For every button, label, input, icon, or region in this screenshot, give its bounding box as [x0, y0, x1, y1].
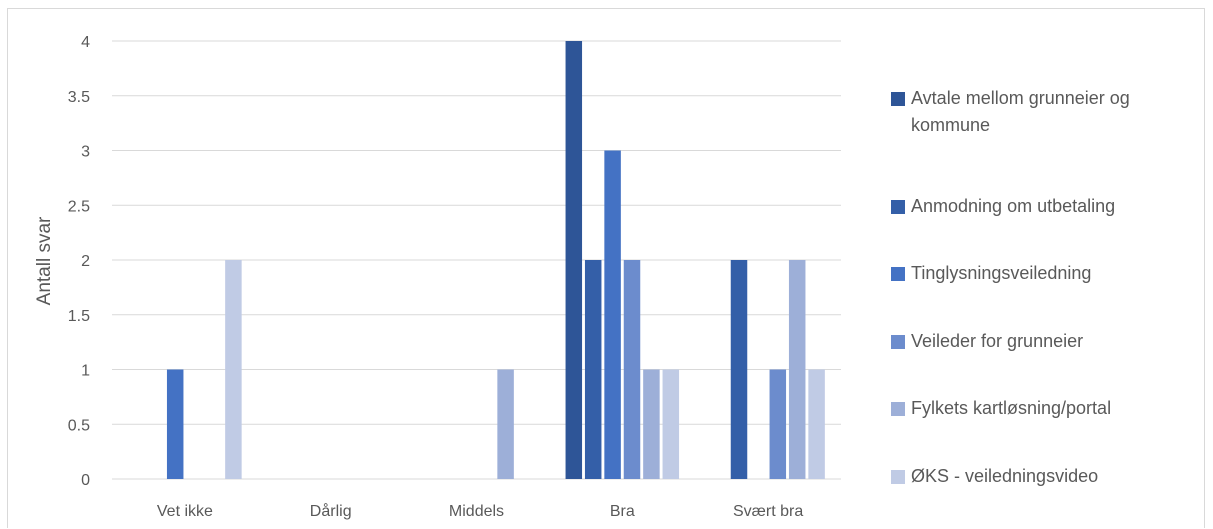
y-axis-ticks: 0 0.5 1 1.5 2 2.5 3 3.5 4: [68, 34, 90, 489]
y-tick-label: 3.5: [68, 89, 90, 106]
bar: [643, 369, 660, 479]
legend-label: Fylkets kartløsning/portal: [911, 398, 1112, 418]
legend-swatch: [891, 200, 905, 214]
bar: [730, 260, 748, 479]
legend-item: Anmodning om utbetaling: [891, 193, 1191, 220]
bar-chart: 0 0.5 1 1.5 2 2.5 3 3.5 4 Vet ikke Dårlig Middels B…: [34, 34, 841, 520]
x-tick-label: Svært bra: [733, 503, 803, 520]
y-tick-label: 2.5: [68, 198, 90, 215]
y-tick-label: 1: [81, 363, 90, 380]
bars: [166, 41, 825, 479]
legend-label: ØKS - veiledningsvideo: [911, 466, 1099, 486]
legend-swatch: [891, 470, 905, 484]
legend-label: Tinglysningsveiledning: [911, 263, 1092, 283]
bar: [225, 260, 242, 479]
legend-swatch: [891, 92, 905, 106]
bar: [166, 369, 184, 479]
x-tick-label: Bra: [610, 503, 635, 520]
y-tick-label: 0: [81, 472, 90, 489]
legend-item: Avtale mellom grunneier og kommune: [891, 85, 1191, 139]
bar: [662, 369, 680, 479]
legend-swatch: [891, 335, 905, 349]
legend-swatch: [891, 267, 905, 281]
legend-item: Fylkets kartløsning/portal: [891, 395, 1191, 422]
bar: [604, 150, 621, 479]
bar: [788, 260, 806, 479]
legend-item: Veileder for grunneier: [891, 328, 1191, 355]
bar: [584, 260, 602, 479]
bar: [565, 41, 583, 479]
legend-label: Anmodning om utbetaling: [911, 196, 1116, 216]
legend: Avtale mellom grunneier og kommune Anmodn…: [891, 85, 1191, 490]
legend-item: ØKS - veiledningsvideo: [891, 463, 1191, 490]
y-tick-label: 1.5: [68, 308, 90, 325]
bar: [623, 260, 641, 479]
legend-label: Avtale mellom grunneier og kommune: [911, 88, 1130, 135]
y-tick-label: 2: [81, 253, 90, 270]
bar: [769, 369, 787, 479]
legend-label: Veileder for grunneier: [911, 331, 1084, 351]
chart-area: 0 0.5 1 1.5 2 2.5 3 3.5 4 Vet ikke Dårlig Middels B…: [7, 8, 1205, 528]
legend-swatch: [891, 402, 905, 416]
y-tick-label: 0.5: [68, 417, 90, 434]
y-tick-label: 4: [81, 34, 90, 51]
y-axis-title: Antall svar: [34, 216, 55, 305]
y-tick-label: 3: [81, 144, 90, 161]
bar: [497, 369, 514, 479]
x-axis-ticks: Vet ikke Dårlig Middels Bra Svært bra: [157, 502, 803, 520]
legend-item: Tinglysningsveiledning: [891, 260, 1191, 287]
x-tick-label: Middels: [449, 503, 504, 520]
x-tick-label: Vet ikke: [157, 503, 213, 520]
bar: [808, 369, 825, 479]
x-tick-label: Dårlig: [310, 502, 352, 520]
